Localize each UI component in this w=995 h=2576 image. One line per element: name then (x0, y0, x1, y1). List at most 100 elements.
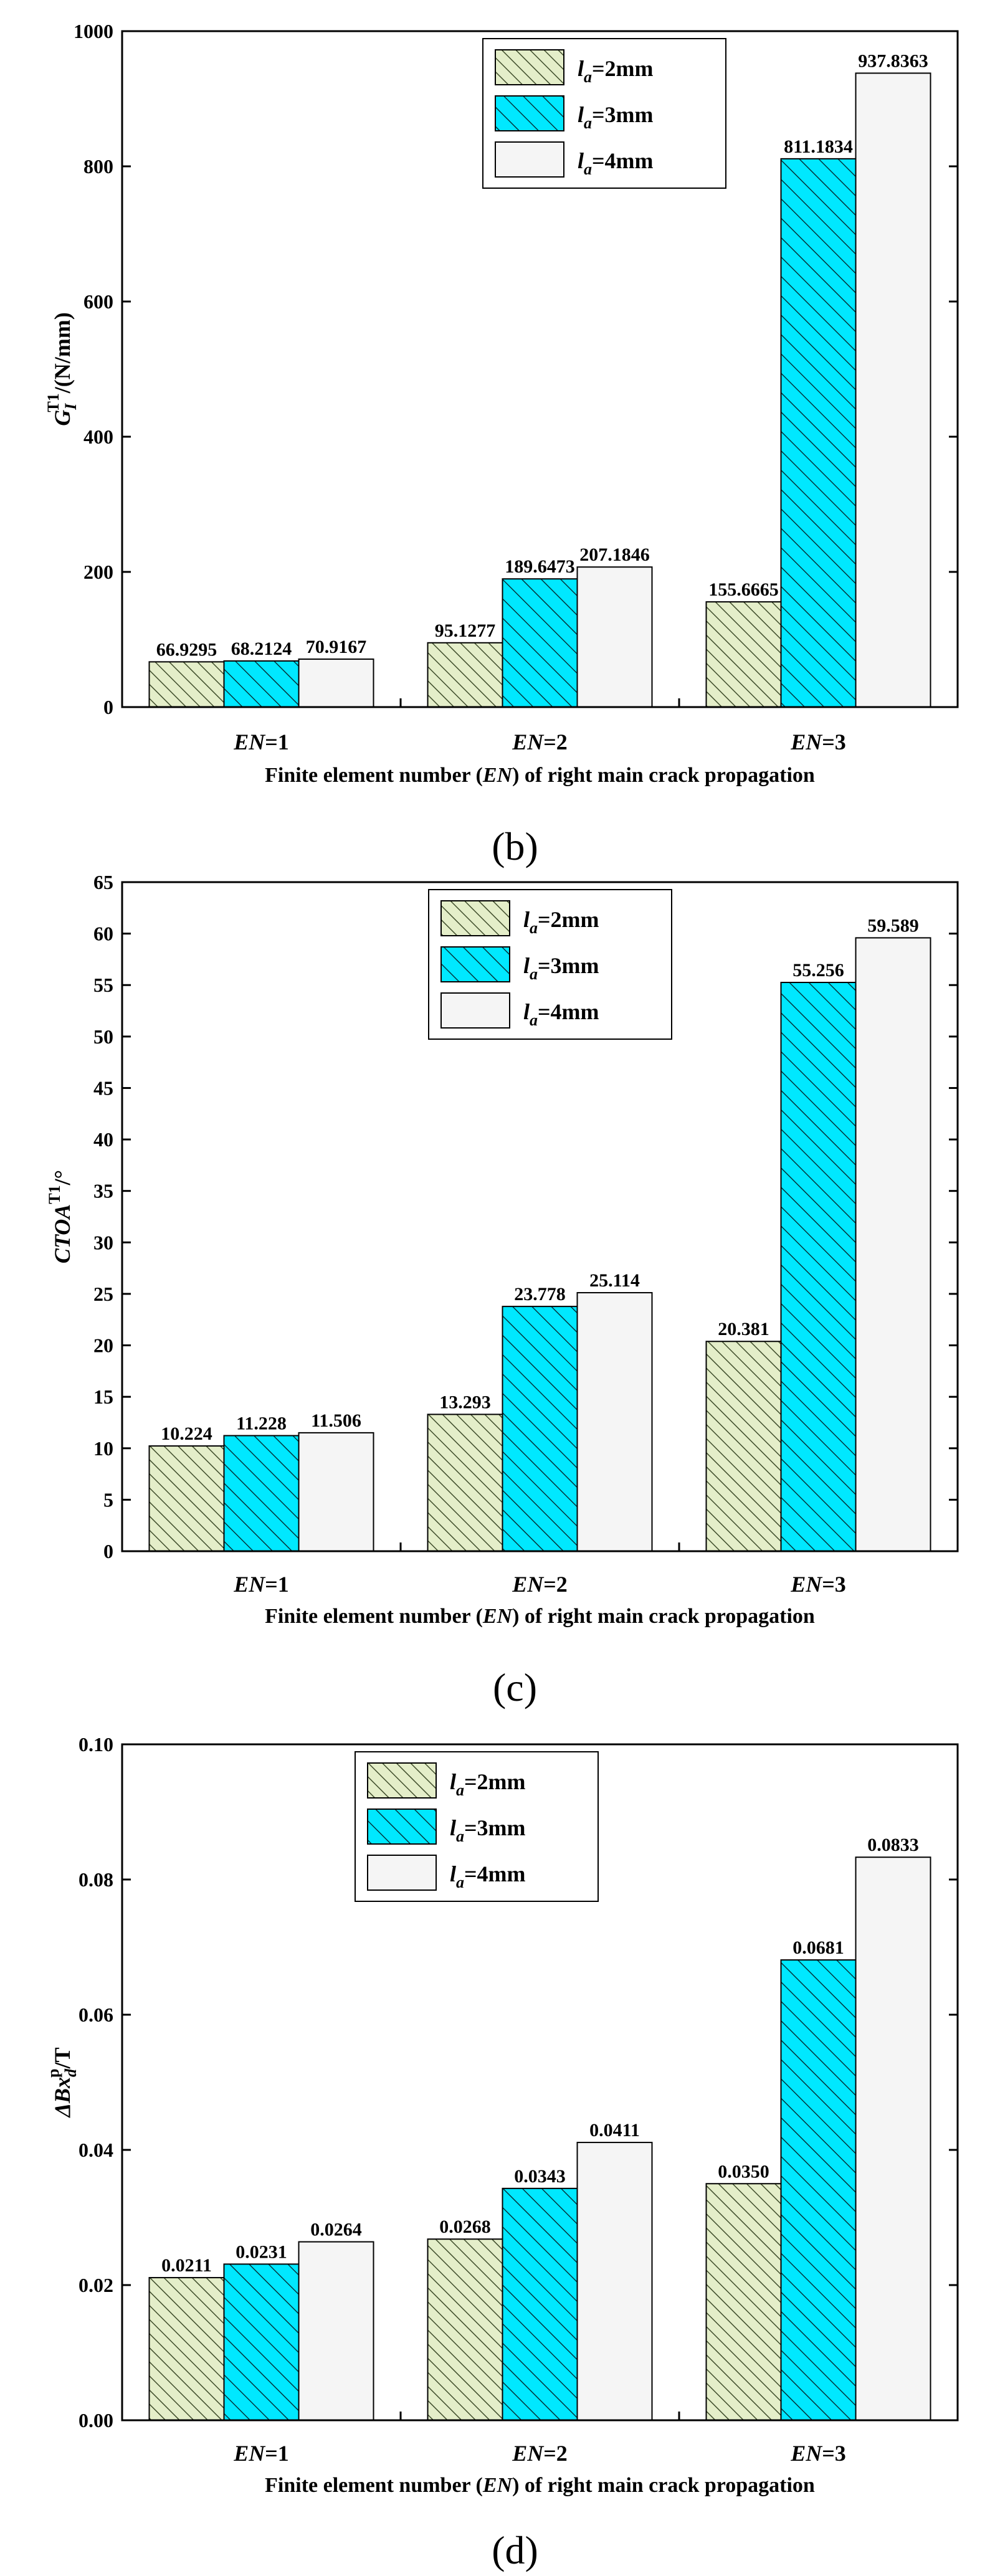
bar (705, 1341, 782, 1552)
bar (148, 2277, 225, 2421)
y-tick-label: 0 (103, 1540, 113, 1562)
bar (427, 642, 503, 708)
panel-label: (d) (492, 2528, 538, 2572)
y-tick-label: 0.10 (79, 1733, 113, 1756)
legend-label: la=3mm (450, 1815, 526, 1845)
bar (576, 2142, 653, 2421)
legend-label: la=4mm (523, 999, 599, 1029)
legend: la=2mm la=3mm la=4mm (355, 1751, 599, 1902)
y-tick-label: 25 (93, 1283, 113, 1305)
legend-swatch (440, 992, 510, 1029)
y-tick-label: 200 (83, 561, 113, 583)
legend: la=2mm la=3mm la=4mm (428, 889, 672, 1040)
y-tick-label: 600 (83, 290, 113, 313)
bar (148, 661, 225, 708)
legend-label: la=2mm (578, 56, 654, 86)
category-label: EN=1 (233, 730, 289, 754)
y-tick-label: 20 (93, 1334, 113, 1357)
data-label: 0.0343 (514, 2166, 566, 2187)
legend-label: la=4mm (578, 148, 654, 178)
data-label: 811.1834 (784, 136, 853, 157)
data-label: 23.778 (514, 1284, 566, 1305)
y-tick-label: 5 (103, 1488, 113, 1511)
data-label: 0.0264 (310, 2220, 362, 2240)
legend-swatch (495, 141, 564, 178)
data-label: 20.381 (718, 1319, 769, 1339)
x-axis-label: Finite element number (EN) of right main… (265, 2474, 815, 2497)
y-tick-label: 400 (83, 425, 113, 448)
data-label: 68.2124 (231, 639, 292, 659)
bar (780, 982, 857, 1552)
data-label: 10.224 (161, 1423, 212, 1444)
legend-label: la=4mm (450, 1861, 526, 1891)
data-label: 55.256 (793, 960, 844, 981)
category-label: EN=3 (790, 1572, 846, 1597)
data-label: 25.114 (589, 1270, 640, 1291)
x-axis-label: Finite element number (EN) of right main… (265, 764, 815, 787)
legend-swatch (367, 1808, 437, 1845)
bar (780, 158, 857, 708)
legend-label: la=2mm (450, 1769, 526, 1799)
data-label: 11.228 (236, 1413, 287, 1433)
bar (298, 2241, 374, 2422)
chart-2: 0.0211 0.0268 0.0350 0.0231 0.0343 0.0681 0.02… (79, 1733, 959, 2431)
bar (223, 1435, 300, 1552)
y-tick-label: 40 (93, 1128, 113, 1151)
bar (780, 1959, 857, 2421)
category-label: EN=1 (233, 2441, 289, 2466)
bar (855, 1856, 931, 2422)
legend-swatch (495, 95, 564, 131)
y-tick-label: 800 (83, 155, 113, 178)
data-label: 95.1277 (435, 620, 496, 641)
legend-label: la=2mm (523, 907, 599, 937)
bar (223, 2263, 300, 2421)
y-tick-label: 1000 (74, 20, 113, 42)
y-tick-label: 0.04 (79, 2139, 113, 2161)
bar (705, 2183, 782, 2421)
data-label: 0.0833 (867, 1835, 919, 1855)
y-tick-label: 60 (93, 923, 113, 945)
y-tick-label: 15 (93, 1385, 113, 1408)
data-label: 0.0268 (439, 2217, 491, 2237)
panel-label: (b) (492, 824, 538, 868)
bar (576, 1292, 653, 1552)
y-tick-label: 0.02 (79, 2274, 113, 2296)
chart-0: 66.9295 95.1277 155.6665 68.2124 189.6473 811… (74, 20, 959, 718)
legend-swatch (440, 946, 510, 982)
legend-label: la=3mm (523, 953, 599, 983)
y-tick-label: 0.08 (79, 1868, 113, 1891)
bar (855, 937, 931, 1552)
bar (855, 72, 931, 708)
data-label: 937.8363 (858, 50, 928, 71)
y-tick-label: 0.06 (79, 2003, 113, 2026)
plot-frame (121, 881, 959, 1552)
plot-frame (121, 1743, 959, 2422)
category-label: EN=2 (512, 730, 568, 754)
legend-swatch (495, 49, 564, 85)
chart-1: 10.224 13.293 20.381 11.228 23.778 55.256 11.5… (93, 871, 959, 1562)
bar (298, 658, 374, 708)
bar (427, 1414, 503, 1552)
data-label: 13.293 (439, 1392, 491, 1412)
bar (705, 601, 782, 708)
data-label: 0.0211 (161, 2255, 212, 2276)
legend-label: la=3mm (578, 102, 654, 132)
legend: la=2mm la=3mm la=4mm (482, 38, 726, 189)
panel-label: (c) (493, 1665, 537, 1709)
y-axis-label: GIT1/(N/mm) (44, 312, 80, 425)
bar (148, 1445, 225, 1552)
y-axis-label: CTOAT1/° (45, 1170, 75, 1263)
bar (427, 2238, 503, 2421)
bar (223, 660, 300, 708)
data-label: 189.6473 (505, 556, 575, 577)
legend-swatch (367, 1855, 437, 1891)
y-tick-label: 45 (93, 1077, 113, 1099)
y-axis-label: ΔBxdp/T (44, 2047, 80, 2118)
category-label: EN=3 (790, 2441, 846, 2466)
legend-swatch (440, 900, 510, 936)
data-label: 0.0681 (793, 1937, 844, 1958)
y-tick-label: 30 (93, 1231, 113, 1253)
y-tick-label: 0.00 (79, 2409, 113, 2431)
bar (502, 1306, 578, 1552)
